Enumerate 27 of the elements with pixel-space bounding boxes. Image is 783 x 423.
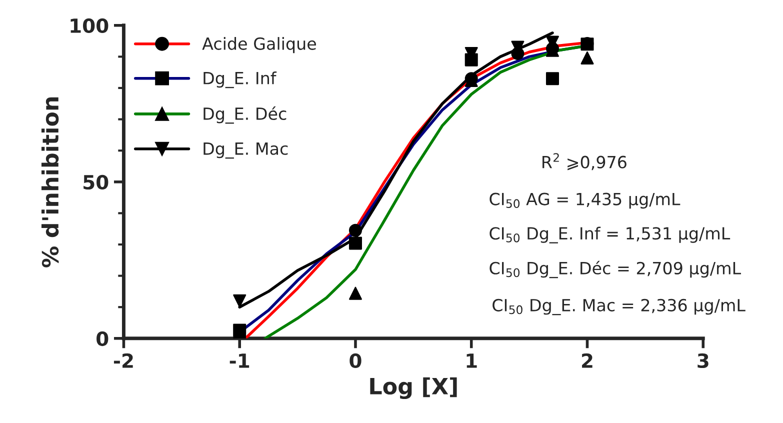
x-tick-label: 0 [350,353,362,368]
x-tick-label: -1 [230,354,250,368]
legend-label: Dg_E. Mac [204,142,288,159]
y-axis-title: % d'inhibition [41,97,59,268]
x-tick-label: -2 [114,353,133,368]
x-tick-label: 2 [582,353,592,368]
annotation: CI$_{50}$ AG = 1,435 µg/mL [490,192,680,209]
point [233,324,246,337]
annotation: CI$_{50}$ Dg_E. Mac = 2,336 µg/mL [492,298,746,316]
legend-label: Dg_E. Déc [204,106,286,124]
point [580,51,594,64]
point [546,72,559,86]
x-tick-label: 1 [466,354,477,368]
y-tick-label: 0 [96,331,108,346]
annotation: R$^{2}$ ⩾0,976 [542,153,626,170]
y-tick-label: 50 [84,174,108,190]
annotation: CI$_{50}$ Dg_E. Inf = 1,531 µg/mL [490,226,730,244]
x-tick-label: 3 [698,353,708,368]
point [348,286,362,300]
y-tick-label: 100 [70,18,108,34]
point [348,236,362,250]
legend-label: Dg_E. Inf [204,72,277,88]
x-axis-title: Log [X] [370,377,457,400]
point [348,224,362,237]
point [233,294,246,308]
annotation: CI$_{50}$ Dg_E. Déc = 2,709 µg/mL [490,260,741,278]
legend-label: Acide Galique [202,37,316,54]
